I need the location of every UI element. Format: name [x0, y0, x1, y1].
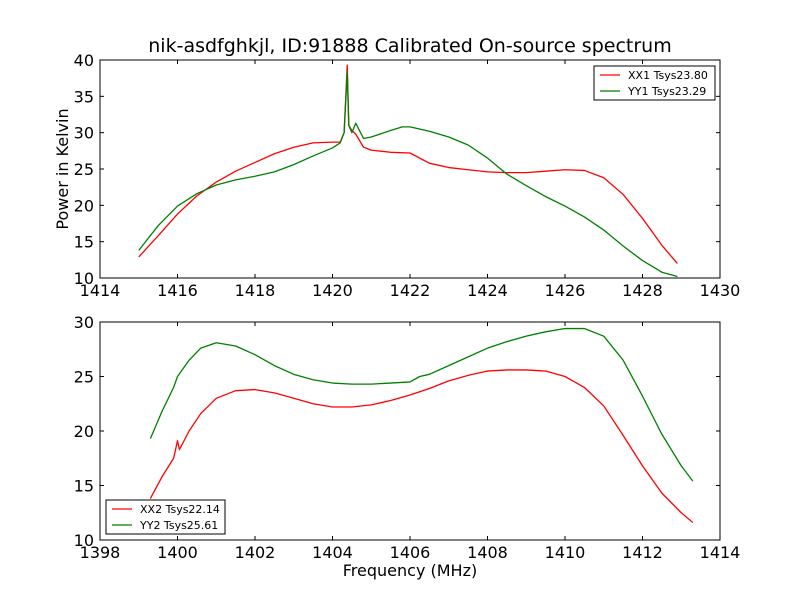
series-line-2-2	[149, 327, 694, 482]
legend-box	[593, 65, 716, 101]
bottom-x-axis-label: Frequency (MHz)	[343, 561, 477, 580]
legend: XX2 Tsys22.14 YY2 Tsys25.61	[105, 499, 226, 535]
y-tick-label: 25	[74, 368, 94, 387]
series-line-2-1	[149, 369, 694, 524]
y-tick-label: 30	[74, 313, 94, 332]
y-tick-label: 15	[74, 233, 94, 252]
legend-box	[105, 499, 226, 535]
top-spectrum-panel: nik-asdfghkjl, ID:91888 Calibrated On-so…	[53, 35, 740, 300]
x-tick-label: 1428	[622, 281, 663, 300]
x-tick-label: 1424	[467, 281, 508, 300]
x-tick-label: 1416	[157, 281, 198, 300]
x-tick-label: 1398	[80, 543, 121, 562]
series-line-1-2	[138, 70, 678, 278]
x-tick-label: 1414	[80, 281, 121, 300]
y-tick-label: 15	[74, 477, 94, 496]
x-tick-label: 1408	[467, 543, 508, 562]
x-tick-label: 1404	[312, 543, 353, 562]
bottom-spectrum-panel: Frequency (MHz) 1398 1400 1402 1404 1406 1408…	[74, 313, 741, 580]
chart-title: nik-asdfghkjl, ID:91888 Calibrated On-so…	[148, 35, 671, 57]
legend: XX1 Tsys23.80 YY1 Tsys23.29	[593, 65, 716, 101]
legend-entry: YY2 Tsys25.61	[139, 519, 218, 532]
x-tick-label: 1418	[235, 281, 276, 300]
y-tick-label: 20	[74, 422, 94, 441]
y-tick-label: 30	[74, 124, 94, 143]
y-tick-label: 10	[74, 531, 94, 550]
y-tick-label: 20	[74, 196, 94, 215]
x-tick-label: 1402	[235, 543, 276, 562]
x-tick-label: 1406	[390, 543, 431, 562]
legend-entry: XX1 Tsys23.80	[628, 69, 708, 82]
legend-entry: YY1 Tsys23.29	[627, 85, 706, 98]
x-tick-label: 1412	[622, 543, 663, 562]
top-y-axis-label: Power in Kelvin	[53, 108, 72, 229]
x-tick-label: 1430	[700, 281, 741, 300]
x-tick-label: 1410	[545, 543, 586, 562]
x-tick-label: 1400	[157, 543, 198, 562]
x-tick-label: 1422	[390, 281, 431, 300]
x-tick-label: 1414	[700, 543, 741, 562]
y-tick-label: 40	[74, 51, 94, 70]
y-tick-label: 25	[74, 160, 94, 179]
x-tick-label: 1420	[312, 281, 353, 300]
series-line-1-1	[138, 64, 678, 264]
legend-entry: XX2 Tsys22.14	[140, 503, 220, 516]
y-tick-label: 10	[74, 269, 94, 288]
x-tick-label: 1426	[545, 281, 586, 300]
y-tick-label: 35	[74, 87, 94, 106]
